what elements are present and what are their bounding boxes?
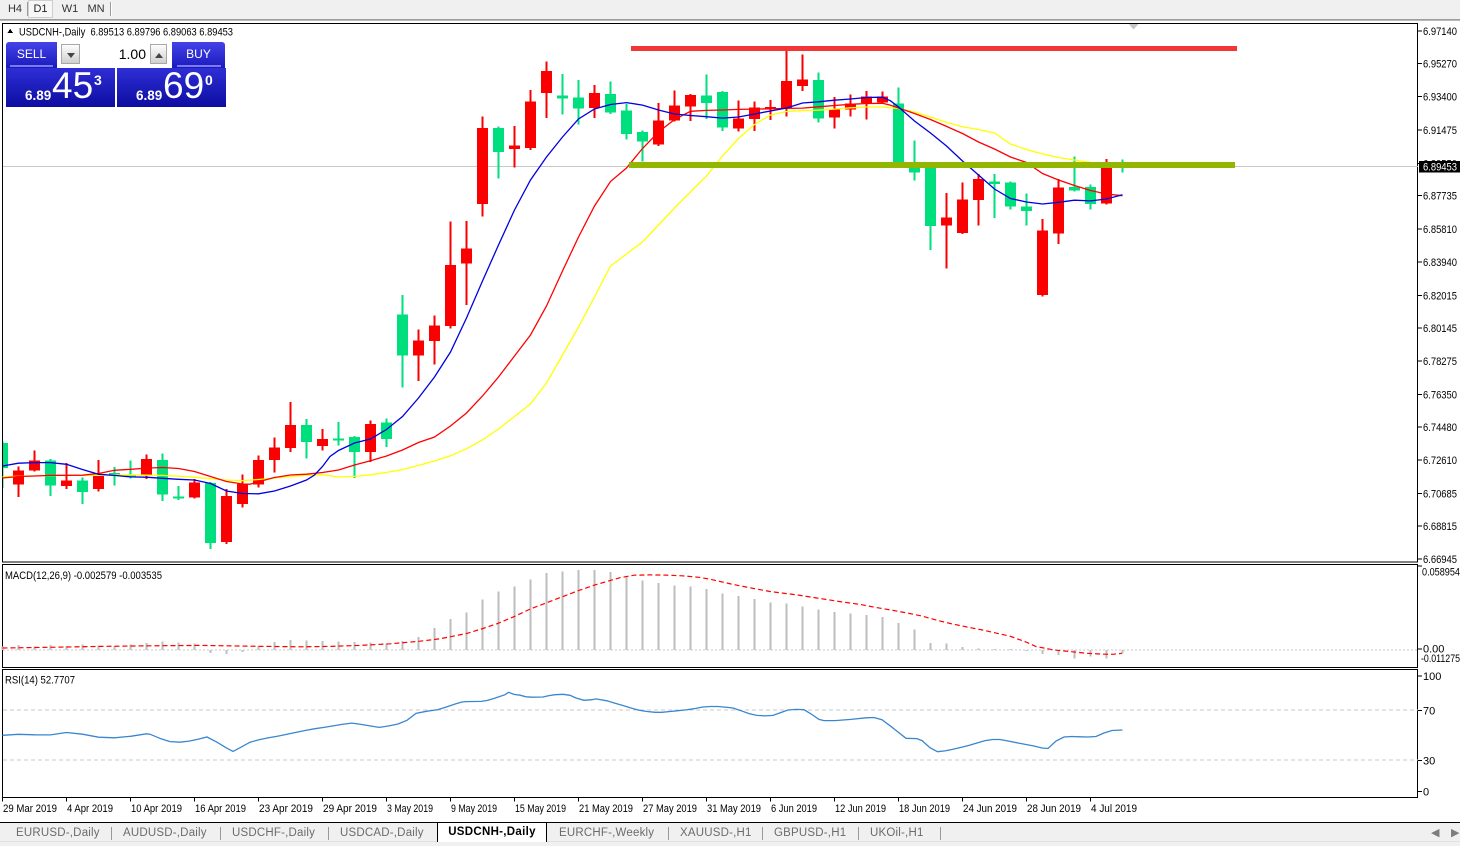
svg-text:27 May 2019: 27 May 2019 xyxy=(643,803,697,815)
svg-text:21 May 2019: 21 May 2019 xyxy=(579,803,633,815)
svg-text:6.95270: 6.95270 xyxy=(1423,59,1457,71)
svg-text:18 Jun 2019: 18 Jun 2019 xyxy=(899,803,950,815)
svg-text:6.97140: 6.97140 xyxy=(1423,26,1457,38)
svg-text:6.70685: 6.70685 xyxy=(1423,489,1457,501)
svg-text:0.058954: 0.058954 xyxy=(1422,567,1460,579)
svg-text:6.72610: 6.72610 xyxy=(1423,455,1457,467)
svg-text:6.91475: 6.91475 xyxy=(1423,125,1457,137)
svg-text:16 Apr 2019: 16 Apr 2019 xyxy=(195,803,246,815)
svg-text:6.87735: 6.87735 xyxy=(1423,190,1457,202)
svg-text:USDCNH-,Daily 6.89513 6.89796: USDCNH-,Daily 6.89513 6.89796 6.89063 6.… xyxy=(19,27,233,39)
svg-text:6.82015: 6.82015 xyxy=(1423,290,1457,302)
svg-text:RSI(14) 52.7707: RSI(14) 52.7707 xyxy=(5,675,75,687)
svg-text:0.00: 0.00 xyxy=(1423,644,1444,656)
svg-text:6.83940: 6.83940 xyxy=(1423,257,1457,269)
svg-text:70: 70 xyxy=(1423,706,1435,718)
svg-text:23 Apr 2019: 23 Apr 2019 xyxy=(259,803,313,815)
svg-text:6.80145: 6.80145 xyxy=(1423,323,1457,335)
svg-text:100: 100 xyxy=(1423,671,1441,683)
svg-text:30: 30 xyxy=(1423,755,1435,767)
svg-text:6.93400: 6.93400 xyxy=(1423,91,1457,103)
svg-text:-0.011275: -0.011275 xyxy=(1421,653,1460,665)
svg-text:6.85810: 6.85810 xyxy=(1423,224,1457,236)
svg-text:6.89453: 6.89453 xyxy=(1423,162,1457,174)
svg-text:6 Jun 2019: 6 Jun 2019 xyxy=(771,803,817,815)
svg-text:24 Jun 2019: 24 Jun 2019 xyxy=(963,803,1017,815)
svg-text:31 May 2019: 31 May 2019 xyxy=(707,803,761,815)
svg-text:29 Apr 2019: 29 Apr 2019 xyxy=(323,803,377,815)
svg-text:4 Jul 2019: 4 Jul 2019 xyxy=(1091,803,1137,815)
svg-text:6.78275: 6.78275 xyxy=(1423,356,1457,368)
svg-text:0: 0 xyxy=(1423,787,1429,799)
svg-text:15 May 2019: 15 May 2019 xyxy=(515,803,566,815)
svg-text:29 Mar 2019: 29 Mar 2019 xyxy=(3,803,57,815)
svg-text:12 Jun 2019: 12 Jun 2019 xyxy=(835,803,886,815)
svg-text:6.66945: 6.66945 xyxy=(1423,554,1457,566)
svg-text:9 May 2019: 9 May 2019 xyxy=(451,803,497,815)
svg-text:4 Apr 2019: 4 Apr 2019 xyxy=(67,803,113,815)
svg-text:10 Apr 2019: 10 Apr 2019 xyxy=(131,803,182,815)
svg-text:6.74480: 6.74480 xyxy=(1423,422,1457,434)
svg-text:MACD(12,26,9) -0.002579 -0.003: MACD(12,26,9) -0.002579 -0.003535 xyxy=(5,570,162,582)
svg-text:6.68815: 6.68815 xyxy=(1423,521,1457,533)
svg-text:3 May 2019: 3 May 2019 xyxy=(387,803,433,815)
svg-text:6.76350: 6.76350 xyxy=(1423,390,1457,402)
svg-text:28 Jun 2019: 28 Jun 2019 xyxy=(1027,803,1081,815)
